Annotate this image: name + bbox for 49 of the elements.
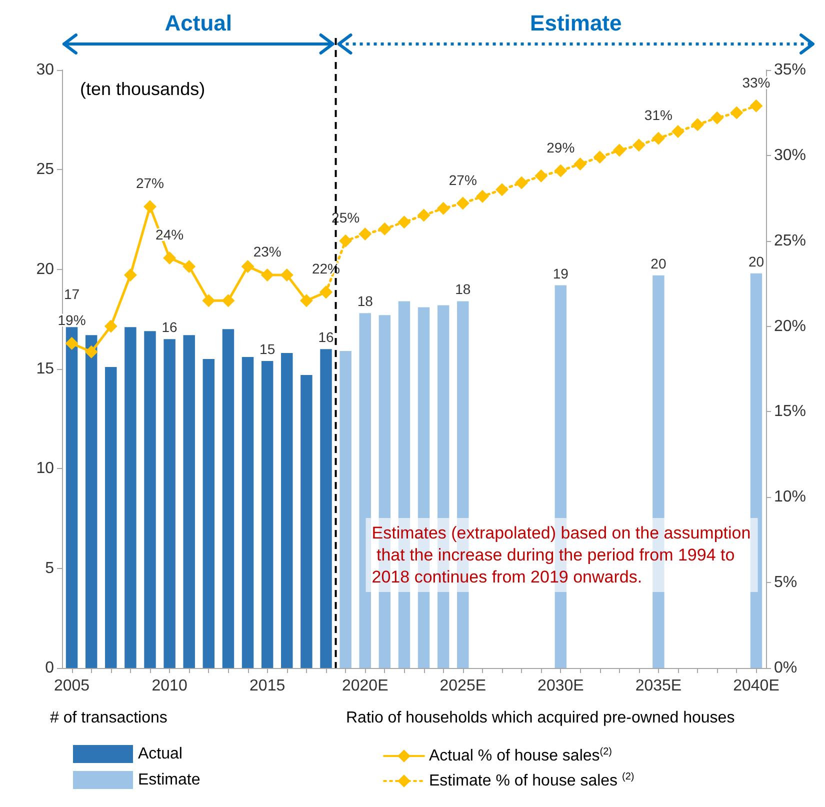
data-label: 19% — [58, 312, 86, 328]
y2-tick-label: 30% — [774, 146, 806, 164]
x-tick-label: 2015 — [250, 678, 286, 694]
y2-tick-label: 35% — [774, 62, 806, 78]
text: # of transactions — [50, 710, 168, 726]
y2-tick-label: 0% — [774, 660, 798, 676]
y2-tick-label: 5% — [774, 574, 798, 592]
x-tick-label: 2030E — [538, 678, 584, 694]
data-label: 27% — [136, 175, 164, 192]
y2-tick-label: 15% — [774, 403, 806, 420]
x-tick-label: 2020E — [342, 678, 388, 694]
data-label: 23% — [253, 244, 282, 260]
x-tick-label: 2035E — [635, 678, 682, 694]
annotation: Estimates (extrapolated) based on the assumption that the increase during the period from 1994 to 2018 continues from 2019 onwards. — [372, 524, 751, 586]
y-tick-label: 5 — [45, 560, 54, 577]
text: Actual — [164, 10, 232, 36]
data-label: 33% — [742, 74, 770, 90]
y-tick-label: 20 — [36, 260, 54, 278]
x-tick-label: 2010 — [152, 678, 188, 694]
legend-label: Estimate — [138, 772, 200, 788]
legend-label: Actual — [138, 746, 182, 762]
x-tick-label: 2040E — [733, 678, 780, 694]
y-tick-label: 30 — [36, 62, 54, 78]
y2-tick-label: 25% — [774, 232, 806, 250]
data-label: 31% — [644, 106, 672, 123]
y2-tick-label: 20% — [774, 318, 806, 335]
y-tick-label: 10 — [36, 460, 54, 478]
data-label: 25% — [332, 209, 360, 226]
data-label: 20 — [650, 255, 666, 272]
legend-label: Estimate % of house sales (2) — [429, 772, 634, 790]
text: Estimate — [530, 10, 622, 36]
data-label: 16 — [162, 319, 178, 336]
text: Ratio of households which acquired pre-owned houses — [346, 710, 735, 726]
data-label: 29% — [546, 139, 575, 156]
data-label: 19 — [552, 265, 569, 282]
y-tick-label: 0 — [45, 660, 54, 676]
x-tick-label: 2025E — [440, 678, 486, 694]
data-label: 18 — [357, 293, 374, 310]
data-label: 18 — [455, 281, 471, 298]
y-tick-label: 25 — [36, 161, 54, 178]
annotation: (ten thousands) — [80, 79, 206, 99]
data-label: 16 — [318, 329, 334, 346]
y-tick-label: 15 — [36, 360, 54, 378]
x-tick-label: 2005 — [54, 678, 90, 694]
data-label: 17 — [64, 286, 80, 302]
y2-tick-label: 10% — [774, 488, 806, 506]
data-label: 15 — [260, 341, 276, 358]
data-label: 27% — [448, 172, 477, 188]
data-label: 20 — [748, 253, 764, 270]
